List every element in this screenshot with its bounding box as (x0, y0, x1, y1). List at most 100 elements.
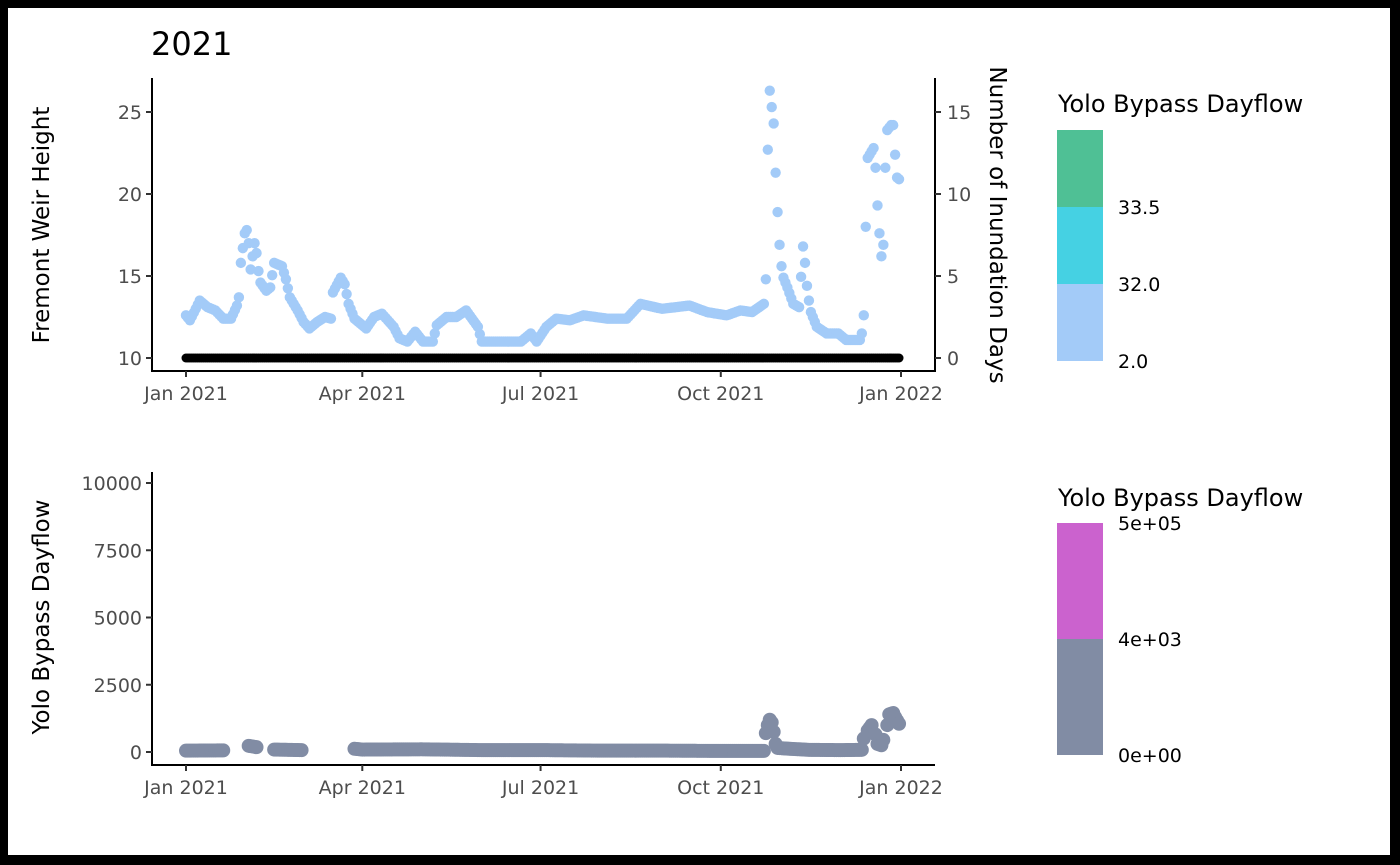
fremont-weir-height-point (235, 257, 247, 269)
fremont-weir-height-point-fill-point (266, 269, 278, 281)
fremont-weir-height-point (833, 328, 844, 339)
fremont-weir-height-point (233, 292, 245, 303)
fremont-weir-height-point (878, 239, 889, 251)
dayflow-point (892, 716, 907, 731)
fremont-weir-height-point (858, 310, 869, 321)
fremont-weir-height-point (811, 321, 822, 333)
fremont-weir-height-point (601, 313, 613, 324)
legend-color-bin (1057, 639, 1103, 755)
y-tick-label: 2500 (94, 675, 142, 697)
bottom-panel: Jan 2021 Apr 2021 Jul 2021 Oct 2021 Jan 2022… (29, 472, 943, 799)
fremont-weir-height-point (361, 323, 372, 334)
x-tick-label: Oct 2021 (677, 777, 764, 799)
fremont-weir-height-point (793, 301, 805, 313)
top-legend: Yolo Bypass Dayflow 33.5 32.0 2.0 (1057, 90, 1303, 373)
top-axis-ticks: Jan 2021 Apr 2021 Jul 2021 Oct 2021 Jan 2022… (118, 102, 971, 405)
fremont-weir-height-point (760, 274, 772, 285)
fremont-weir-height-point (799, 257, 811, 269)
fremont-weir-height-point (735, 305, 746, 316)
fremont-weir-height-point (721, 310, 732, 321)
legend-bin-label: 4e+03 (1118, 629, 1182, 651)
y-tick-label: 20 (118, 184, 142, 206)
fremont-weir-height-point (472, 321, 484, 333)
x-tick-label: Jan 2022 (858, 777, 943, 799)
fremont-weir-height-point (451, 311, 462, 323)
x-tick-label: Jul 2021 (501, 777, 579, 799)
bottom-legend-title: Yolo Bypass Dayflow (1057, 484, 1303, 512)
dayflow-point (355, 742, 370, 757)
x-tick-label: Oct 2021 (677, 383, 764, 405)
fremont-weir-height-point (265, 282, 276, 293)
fremont-weir-height-point-fill-point (766, 101, 777, 113)
x-tick-label: Jan 2022 (858, 383, 943, 405)
bottom-axis-ticks: Jan 2021 Apr 2021 Jul 2021 Oct 2021 Jan 2022… (82, 473, 943, 799)
fremont-weir-height-point-fill-point (795, 271, 807, 283)
x-tick-label: Jan 2021 (143, 383, 228, 405)
fremont-weir-height-point (304, 323, 315, 334)
y2-tick-label: 5 (947, 266, 959, 288)
fremont-weir-height-point (325, 313, 337, 324)
top-data-layer (180, 85, 905, 363)
fremont-weir-height-point (772, 206, 783, 218)
fremont-weir-height-point (870, 162, 881, 173)
fremont-weir-height-point (268, 257, 280, 269)
fremont-weir-height-point (241, 224, 252, 236)
fremont-weir-height-point (656, 303, 668, 314)
bottom-data-layer (179, 705, 907, 758)
y2-tick-label: 15 (947, 102, 971, 124)
fremont-weir-height-point (284, 292, 296, 303)
fremont-weir-height-point (441, 311, 452, 323)
dayflow-point (756, 743, 771, 758)
fremont-weir-height-point (231, 300, 243, 311)
fremont-weir-height-point (880, 162, 891, 173)
dayflow-point (876, 732, 891, 747)
fremont-weir-height-point (768, 118, 779, 129)
dayflow-point (854, 742, 869, 757)
dayflow-point (179, 743, 193, 758)
fremont-weir-height-point (893, 174, 905, 185)
dayflow-point (267, 742, 282, 757)
fremont-weir-height-point (531, 336, 542, 347)
y-tick-label: 7500 (94, 540, 142, 562)
fremont-weir-height-point (417, 336, 429, 347)
top-panel: 2021 Jan 2021 Apr 2021 Jul 2021 Oct 2021 Jan… (29, 25, 1010, 405)
x-tick-label: Jan 2021 (143, 777, 228, 799)
fremont-weir-height-point (327, 287, 339, 298)
legend-bin-label: 2.0 (1118, 351, 1148, 373)
x-tick-label: Apr 2021 (319, 383, 406, 405)
fremont-weir-height-point (856, 328, 868, 339)
fremont-weir-height-point (541, 321, 552, 333)
fremont-weir-height-point (821, 328, 832, 339)
fremont-weir-height-point (394, 333, 405, 344)
dayflow-point (782, 741, 797, 756)
legend-color-bin (1057, 523, 1103, 639)
y2-tick-label: 10 (947, 184, 971, 206)
fremont-weir-height-point (758, 298, 770, 310)
y-tick-label: 10 (118, 348, 142, 370)
fremont-weir-height-point (764, 85, 775, 96)
fremont-weir-height-point-fill-point (341, 288, 352, 300)
dayflow-point (216, 743, 231, 758)
fremont-weir-height-point (578, 310, 589, 321)
top-legend-title: Yolo Bypass Dayflow (1057, 90, 1303, 118)
y2-tick-label: 0 (947, 348, 959, 370)
fremont-weir-height-point (770, 167, 781, 178)
fremont-weir-height-point (253, 265, 264, 277)
fremont-weir-height-point (797, 241, 809, 252)
fremont-weir-height-point (801, 280, 813, 292)
fremont-weir-height-point (774, 239, 785, 251)
fremont-weir-height-point (515, 336, 527, 347)
plot-background (8, 8, 1390, 855)
fremont-weir-height-point (245, 264, 256, 275)
dayflow-point (594, 743, 609, 758)
dayflow-point (770, 740, 785, 755)
fremont-weir-height-point (805, 306, 817, 318)
fremont-weir-height-point (778, 272, 789, 283)
fremont-weir-height-point (476, 336, 487, 347)
fremont-weir-height-point (276, 260, 288, 272)
legend-bin-label: 32.0 (1118, 274, 1160, 296)
x-tick-label: Apr 2021 (319, 777, 406, 799)
fremont-weir-height-point (494, 336, 505, 347)
legend-bin-label: 33.5 (1118, 197, 1160, 219)
fremont-weir-height-point (860, 221, 871, 232)
